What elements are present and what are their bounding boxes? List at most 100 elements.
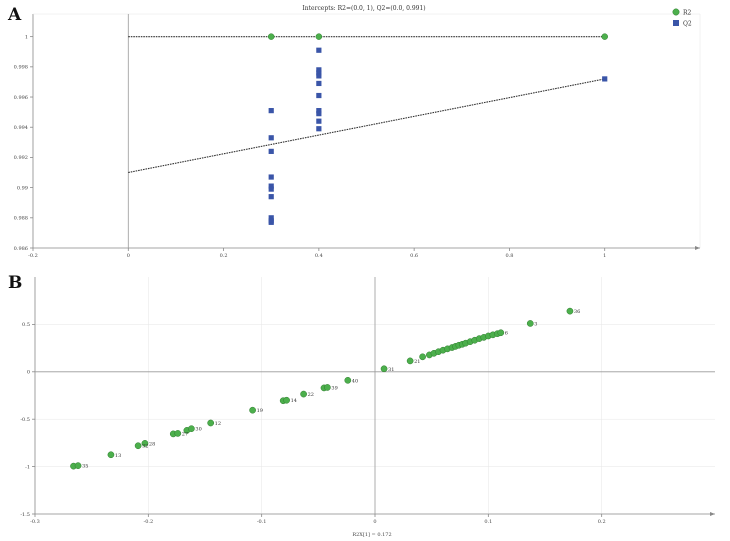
panel-b-points: [70, 307, 574, 470]
q2-regression-line: [128, 78, 605, 174]
q2-point: [316, 118, 322, 124]
score-point: [174, 430, 182, 437]
score-point-label: 40: [352, 378, 358, 384]
score-point-label: 14: [291, 398, 297, 404]
score-point-label: 13: [115, 453, 121, 459]
panel-b-axes: [32, 277, 715, 517]
panel-a-y-tick-label: 0.986: [14, 246, 28, 252]
score-point-label: 22: [308, 392, 314, 398]
panel-b-y-tick-label: 0.5: [22, 322, 30, 328]
q2-point: [268, 215, 274, 221]
score-point: [74, 462, 82, 470]
score-point: [188, 425, 195, 433]
q2-point: [316, 80, 322, 87]
score-point-label: 19: [257, 408, 263, 414]
legend-r2-label: R2: [683, 10, 692, 17]
panel-a-y-tick-label: 0.988: [14, 216, 28, 222]
score-point: [324, 384, 331, 391]
panel-b-x-axis-label: R2X[1] = 0.172: [352, 532, 391, 538]
score-point: [344, 376, 352, 384]
score-point-label: 31: [388, 367, 394, 373]
panel-b-y-tick-label: -1.5: [20, 512, 30, 518]
panel-a-regression-lines: [128, 36, 605, 174]
panel-a-y-tick-label: 0.992: [14, 155, 28, 161]
legend-q2-label: Q2: [683, 21, 692, 28]
score-point: [141, 440, 149, 447]
score-point-label: 32: [142, 444, 148, 450]
score-point-label: 35: [82, 464, 88, 470]
panel-a-x-tick-label: 0.2: [220, 253, 228, 259]
q2-point: [268, 174, 274, 180]
score-point: [406, 357, 414, 365]
score-point: [419, 353, 426, 361]
panel-b-x-axis-arrow: [710, 512, 715, 516]
score-point: [566, 307, 574, 315]
q2-point: [268, 186, 274, 192]
q2-point: [268, 219, 274, 225]
panel-letter-a: A: [7, 5, 22, 25]
panel-b-y-tick-label: -1: [25, 464, 30, 470]
score-point: [497, 329, 505, 337]
q2-point: [316, 92, 322, 99]
score-point-label: 28: [149, 441, 155, 447]
score-point: [249, 406, 256, 414]
panel-b-x-tick-label: -0.2: [144, 519, 154, 525]
panel-a-legend: R2 Q2: [672, 8, 692, 28]
score-point: [207, 419, 215, 427]
q2-point: [316, 47, 322, 53]
q2-point: [316, 73, 322, 79]
score-point-label: 6: [505, 331, 508, 337]
panel-a-x-tick-label: 0.8: [505, 253, 513, 259]
q2-point: [268, 135, 274, 141]
panel-a-x-tick-label: 0: [127, 253, 130, 259]
panel-a-tick-labels: -0.2 0 0.2 0.4 0.6 0.8 1 0.986 0.988 0.99 0.992 0.9…: [14, 34, 607, 259]
legend-q2-marker: [673, 20, 679, 26]
q2-point: [268, 183, 274, 189]
panel-letter-b: B: [8, 273, 22, 293]
panel-a-y-tick-label: 0.994: [14, 125, 28, 131]
q2-point: [316, 67, 322, 73]
score-point: [283, 396, 290, 404]
panel-b-x-tick-label: -0.1: [257, 519, 267, 525]
panel-a-points: [267, 33, 608, 225]
q2-point: [268, 194, 274, 200]
q2-point: [268, 148, 274, 154]
panel-a-x-tick-label: 0.4: [315, 253, 323, 259]
panel-b-y-tick-label: -0.5: [20, 417, 30, 423]
legend-r2-marker: [672, 8, 680, 16]
panel-a-permutation-plot: A Intercepts: R2=(0.0, 1), Q2=(0.0, 0.99…: [7, 5, 701, 259]
q2-point: [316, 111, 322, 117]
panel-a-title: Intercepts: R2=(0.0, 1), Q2=(0.0, 0.991): [302, 5, 425, 12]
panel-b-scatter-plot: B -0.3 -0.2 -0.1 0 0.1 0.2 -1.5 -1 -0.5 0 0.5 35 13…: [8, 273, 715, 538]
panel-b-y-tick-label: 0: [27, 370, 30, 376]
score-point: [380, 365, 388, 373]
panel-a-y-tick-label: 0.996: [14, 95, 28, 101]
q2-point: [602, 76, 608, 82]
panel-b-x-tick-label: -0.3: [30, 519, 40, 525]
score-point: [134, 442, 142, 450]
panel-b-point-labels: 35 13 32 28 27 30 12 19 14 22 39 40 31 21 6 3 36: [82, 309, 580, 470]
panel-a-y-tick-label: 1: [25, 34, 28, 40]
q2-point: [316, 126, 322, 132]
panel-a-y-tick-label: 0.998: [14, 65, 28, 71]
score-point: [300, 390, 307, 398]
panel-b-x-tick-label: 0: [373, 519, 376, 525]
panel-a-x-tick-label: 0.6: [410, 253, 418, 259]
panel-b-tick-labels: -0.3 -0.2 -0.1 0 0.1 0.2 -1.5 -1 -0.5 0 0.5: [20, 322, 605, 525]
panel-a-axes: [30, 13, 701, 251]
score-point-label: 30: [195, 427, 201, 433]
score-point-label: 27: [182, 431, 188, 437]
panel-b-x-tick-label: 0.2: [598, 519, 606, 525]
score-point-label: 12: [215, 421, 221, 427]
panel-a-x-tick-label: 1: [603, 253, 606, 259]
score-point-label: 3: [534, 321, 537, 327]
r2-point: [267, 33, 275, 40]
score-point-label: 36: [574, 309, 580, 315]
score-point: [107, 451, 115, 459]
panel-a-x-tick-label: -0.2: [28, 253, 38, 259]
r2-point: [601, 33, 608, 40]
score-point-label: 21: [414, 359, 420, 365]
panel-a-x-axis-arrow: [695, 246, 700, 250]
